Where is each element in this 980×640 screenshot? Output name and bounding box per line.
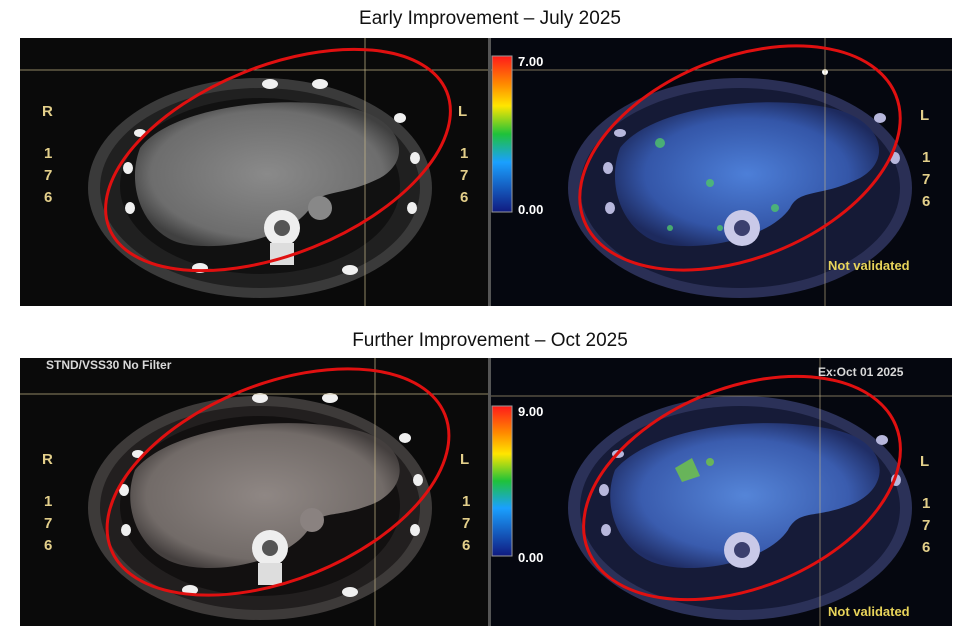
- ct-side-right-october: L: [460, 451, 469, 468]
- ct-slice-digit-5-october: 7: [462, 515, 470, 532]
- ct-slice-digit-3-october: 6: [44, 537, 52, 554]
- ct-slice-digit-5-july: 7: [460, 167, 468, 184]
- scan-row-july: R 1 7 6 L 1 7 6: [20, 38, 952, 306]
- ct-image-july: R 1 7 6 L 1 7 6: [20, 38, 488, 306]
- pet-slice-digit-3-october: 6: [922, 539, 930, 556]
- pet-slice-digit-3-july: 6: [922, 193, 930, 210]
- ct-slice-digit-6-july: 6: [460, 189, 468, 206]
- ct-side-left-october: R: [42, 451, 53, 468]
- pet-image-july: 7.00 0.00 L 1 7 6 Not validated: [491, 38, 952, 306]
- ct-side-right-july: L: [458, 103, 467, 120]
- annotation-ellipse-pet-july: [578, 44, 902, 272]
- color-scale-bar-july: [491, 55, 513, 213]
- scan-image-october: STND/VSS30 No Filter R 1 7 6 L 1 7 6: [20, 358, 952, 626]
- ct-slice-digit-6-october: 6: [462, 537, 470, 554]
- pet-date-october: Ex:Oct 01 2025: [818, 365, 904, 379]
- ct-slice-digit-3-july: 6: [44, 189, 52, 206]
- pet-slice-digit-1-july: 1: [922, 149, 930, 166]
- pet-slice-digit-2-july: 7: [922, 171, 930, 188]
- scale-min-october: 0.00: [518, 550, 543, 565]
- annotation-ellipse-pet-october: [582, 374, 902, 602]
- ct-slice-digit-4-july: 1: [460, 145, 468, 162]
- scan-row-october: STND/VSS30 No Filter R 1 7 6 L 1 7 6: [20, 358, 952, 626]
- scale-min-july: 0.00: [518, 202, 543, 217]
- scale-max-october: 9.00: [518, 404, 543, 419]
- annotation-ellipse-ct-july: [104, 47, 452, 273]
- color-scale-bar-october: [491, 405, 513, 557]
- panel-title-july: Early Improvement – July 2025: [359, 8, 621, 29]
- ct-slice-digit-1-july: 1: [44, 145, 52, 162]
- ct-header-october: STND/VSS30 No Filter: [46, 358, 172, 372]
- panel-title-october: Further Improvement – Oct 2025: [352, 330, 628, 351]
- pet-side-right-october: L: [920, 453, 929, 470]
- ct-slice-digit-2-october: 7: [44, 515, 52, 532]
- not-validated-stamp-october: Not validated: [828, 604, 910, 619]
- not-validated-stamp-july: Not validated: [828, 258, 910, 273]
- pet-slice-digit-1-october: 1: [922, 495, 930, 512]
- pet-slice-digit-2-october: 7: [922, 517, 930, 534]
- scale-max-july: 7.00: [518, 54, 543, 69]
- ct-image-october: STND/VSS30 No Filter R 1 7 6 L 1 7 6: [20, 358, 488, 626]
- ct-slice-digit-4-october: 1: [462, 493, 470, 510]
- ct-slice-digit-1-october: 1: [44, 493, 52, 510]
- ct-slice-digit-2-july: 7: [44, 167, 52, 184]
- ct-side-left-july: R: [42, 103, 53, 120]
- annotation-ellipse-ct-october: [105, 367, 451, 597]
- pet-image-october: 9.00 0.00 Ex:Oct 01 2025 L 1 7 6 Not val…: [491, 358, 952, 626]
- scan-image-july: R 1 7 6 L 1 7 6: [20, 38, 952, 306]
- pet-side-right-july: L: [920, 107, 929, 124]
